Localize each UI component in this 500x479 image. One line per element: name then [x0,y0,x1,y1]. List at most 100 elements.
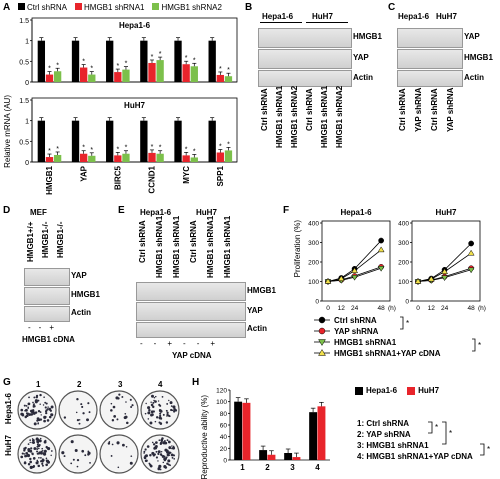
colony [152,443,156,446]
panel-h-legend: Hepa1-6 HuH7 [355,386,439,395]
y-tick-label: 40 [220,434,228,441]
bar [267,454,276,460]
plot-frame [411,220,481,302]
panel-c-lane-labels: Ctrl shRNA YAP shRNA Ctrl shRNA YAP shRNA [398,88,458,138]
colony [37,464,41,468]
colony [165,421,169,424]
colony [173,458,176,460]
blot-e-label-yap: YAP [247,306,263,315]
x-tick-label: MYC [182,166,191,184]
colony [41,449,44,452]
colony [159,412,162,415]
colony [38,456,40,459]
x-tick-label: SPP1 [216,165,225,186]
bar [79,153,88,162]
colony [46,460,51,464]
x-tick-label: 0 [326,305,330,312]
plot-frame [31,97,238,163]
panel-b-underline-2 [306,22,348,23]
colony [32,439,35,442]
lane-label: YAP shRNA [446,88,455,133]
panel-g-col-3: 3 [118,380,123,389]
colony [170,405,173,407]
significance-star: * [219,66,222,73]
colony [162,441,166,445]
colony [27,453,30,456]
colony [157,453,160,456]
blot-b-actin [258,70,352,87]
x-tick-label: 3 [290,463,295,472]
colony [76,418,80,422]
significance-star: * [193,148,196,155]
colony [76,459,80,462]
bar [309,412,318,460]
colony [50,450,53,452]
colony [170,408,173,412]
star: * [449,429,452,438]
lane-label: HMGB1 shRNA1 [275,85,284,148]
y-tick-label: 0.5 [19,59,29,66]
cdna-sign: - [153,339,157,348]
colony [166,415,168,417]
colony-plate [99,390,139,430]
colony [41,462,44,465]
data-point [324,278,332,284]
legend-item-hepa: Hepa1-6 [355,386,397,395]
star: * [478,341,481,350]
colony [23,461,27,464]
panel-g-col-4: 4 [158,380,163,389]
condition-4: 4: HMGB1 shRNA1+YAP cDNA [357,452,473,461]
colony [39,437,42,440]
colony [143,456,146,459]
colony [33,396,36,399]
colony [89,461,91,464]
colony [21,452,24,455]
bar [216,74,224,82]
lane-label: Ctrl shRNA [398,88,407,131]
colony [155,416,159,419]
colony [145,454,148,458]
colony [32,405,35,408]
colony [168,446,172,450]
colony [150,410,154,414]
legend-label: HMGB1 shRNA1+YAP cDNA [334,349,441,358]
colony [168,451,171,455]
condition-3: 3: HMGB1 shRNA1 [357,441,429,450]
colony [78,422,81,425]
colony [28,413,32,416]
colony [86,418,89,422]
series-line [417,252,472,282]
colony [43,449,47,453]
colony [45,457,48,460]
colony [23,449,26,452]
colony [171,409,174,412]
star: * [487,445,490,454]
colony [32,465,36,468]
colony [33,403,35,405]
x-tick-label: CCND1 [148,165,157,193]
significance-star: * [125,61,128,68]
colony [125,401,127,403]
colony [172,454,176,457]
significance-star: * [159,145,162,152]
data-point [377,265,385,272]
colony [159,404,162,407]
colony [172,405,176,409]
panel-letter-a: A [3,2,11,13]
x-tick-label: 48 [468,305,476,312]
colony [43,396,45,398]
colony [27,463,31,466]
colony [27,407,29,410]
panel-h-significance: * * * [428,421,490,456]
y-tick-label: 80 [220,411,228,418]
colony [39,393,42,397]
bar [190,157,198,162]
y-tick-label: 0.5 [19,139,29,146]
lane-label: HMGB1 shRNA1 [172,215,181,278]
bar [45,157,54,162]
colony [30,447,33,450]
bar [242,402,251,460]
legend-item-huh7: HuH7 [407,386,439,395]
colony [41,459,44,463]
bar [156,153,164,162]
